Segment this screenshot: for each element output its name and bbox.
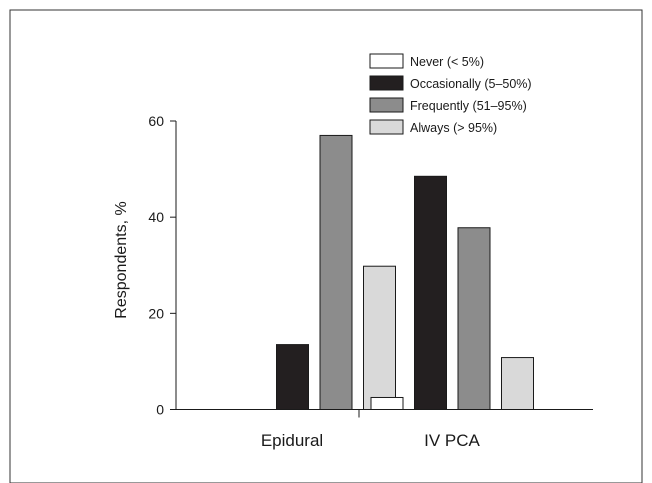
bar-iv-pca-3 xyxy=(457,227,491,410)
legend-label: Frequently (51–95%) xyxy=(410,99,527,113)
y-ticks: 0 20 40 60 xyxy=(148,113,176,418)
category-labels: Epidural IV PCA xyxy=(261,431,481,450)
bar-epidural-4 xyxy=(363,265,396,410)
bar-iv-pca-1 xyxy=(370,396,404,410)
legend: Never (< 5%) Occasionally (5–50%) Frequent… xyxy=(369,53,532,135)
bar-epidural-2 xyxy=(276,344,309,410)
legend-swatch xyxy=(369,53,404,69)
legend-swatch xyxy=(369,97,404,113)
legend-label: Always (> 95%) xyxy=(410,121,497,135)
legend-label: Never (< 5%) xyxy=(410,55,484,69)
y-tick-label: 0 xyxy=(156,402,164,418)
y-tick-label: 60 xyxy=(148,113,164,129)
legend-label: Occasionally (5–50%) xyxy=(410,77,532,91)
chart-frame xyxy=(9,9,643,483)
bar-epidural-3 xyxy=(319,134,353,411)
y-axis-title: Respondents, % xyxy=(113,201,130,318)
x-category-label: Epidural xyxy=(261,431,323,450)
x-category-label: IV PCA xyxy=(424,431,480,450)
legend-swatch xyxy=(369,75,404,91)
y-tick-label: 40 xyxy=(148,209,164,225)
bar-iv-pca-2 xyxy=(414,175,447,410)
y-tick-label: 20 xyxy=(148,305,164,321)
legend-swatch xyxy=(369,119,404,135)
bars xyxy=(276,134,534,411)
bar-iv-pca-4 xyxy=(501,357,534,411)
